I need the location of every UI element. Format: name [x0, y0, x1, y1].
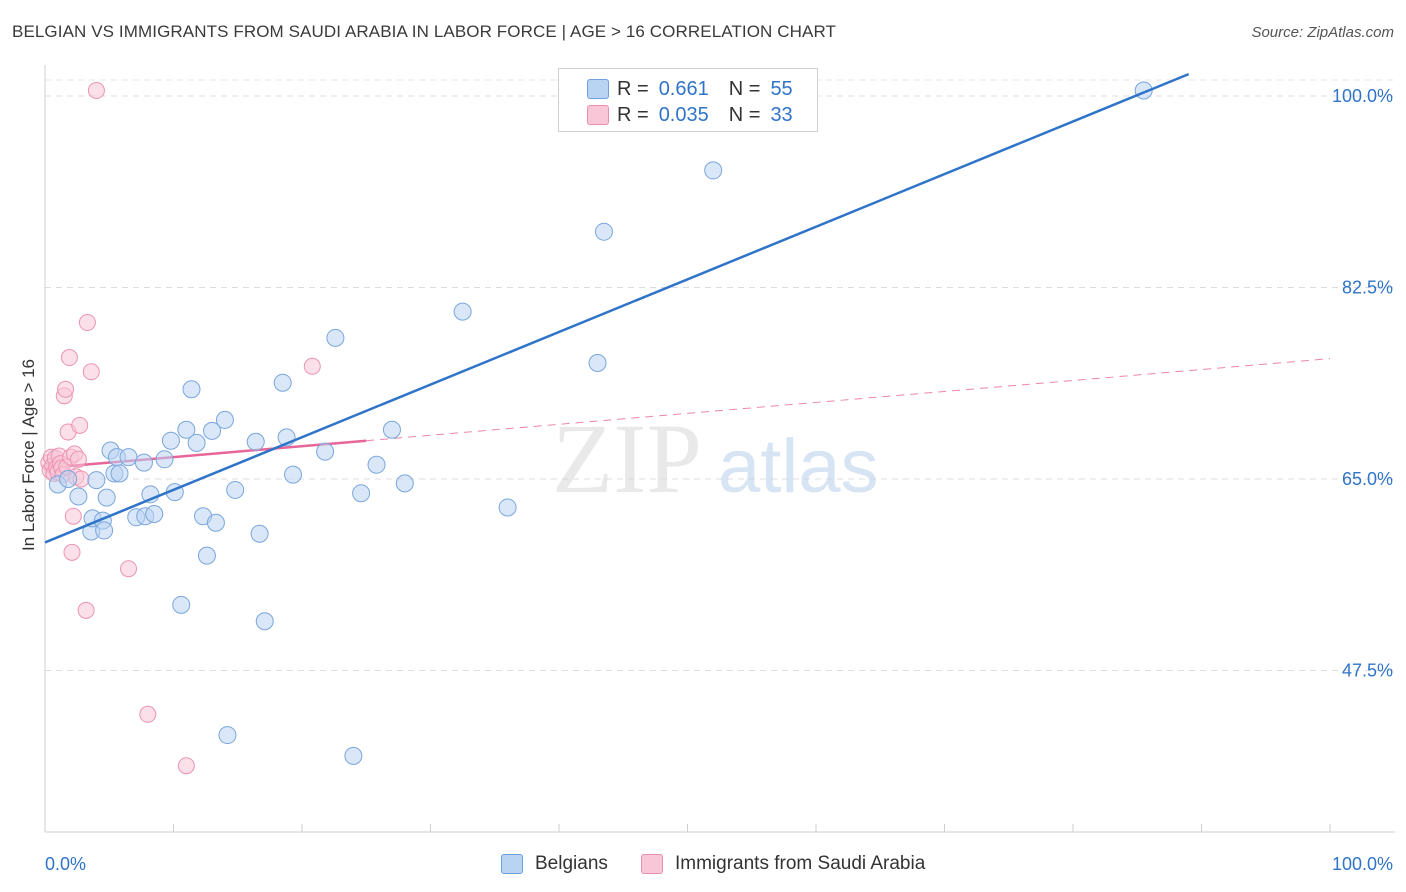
point-belgian: [498, 498, 517, 517]
point-belgian: [215, 410, 234, 429]
watermark-atlas: atlas: [718, 424, 879, 509]
point-belgian: [352, 484, 371, 503]
bottom-legend-label: Immigrants from Saudi Arabia: [675, 853, 926, 874]
point-belgian: [197, 546, 216, 565]
point-saudi: [177, 757, 195, 775]
legend-r-value: 0.035: [658, 103, 709, 126]
legend-r-value: 0.661: [658, 77, 709, 100]
watermark-zip: ZIP: [552, 403, 702, 514]
point-belgian: [367, 455, 386, 474]
point-belgian: [187, 433, 206, 452]
point-belgian: [95, 521, 114, 540]
chart-title: BELGIAN VS IMMIGRANTS FROM SAUDI ARABIA …: [12, 22, 837, 41]
point-belgian: [218, 726, 237, 745]
point-saudi: [82, 363, 100, 381]
point-belgian: [177, 420, 196, 439]
legend-n-label: N =: [728, 103, 761, 126]
y-tick-label: 47.5%: [1342, 661, 1393, 681]
legend-row-saudi: R = 0.035 N = 33: [587, 103, 793, 127]
point-belgian: [206, 513, 225, 532]
point-saudi: [78, 314, 96, 332]
point-belgian: [97, 488, 116, 507]
bottom-legend-swatch-pink: [641, 854, 663, 874]
point-belgian: [284, 465, 303, 484]
bottom-legend-swatch-blue: [501, 854, 523, 874]
point-belgian: [161, 431, 180, 450]
point-belgian: [226, 480, 245, 499]
bottom-legend-belgians: Belgians: [501, 852, 608, 876]
legend-r-label: R =: [617, 77, 649, 100]
point-saudi: [64, 507, 82, 525]
point-saudi: [303, 357, 321, 375]
point-saudi: [57, 380, 75, 398]
point-belgian: [134, 453, 153, 472]
y-axis-label: In Labor Force | Age > 16: [19, 359, 38, 551]
point-belgian: [145, 505, 164, 524]
point-saudi: [87, 82, 105, 100]
point-belgian: [203, 421, 222, 440]
point-belgian: [182, 380, 201, 399]
point-belgian: [69, 487, 88, 506]
point-saudi: [71, 416, 89, 434]
point-saudi: [69, 450, 87, 468]
trend-line-saudi: [44, 439, 367, 470]
legend-row-belgians: R = 0.661 N = 55: [587, 77, 793, 101]
y-tick-label: 65.0%: [1342, 469, 1393, 489]
legend-n-value: 55: [770, 77, 793, 100]
point-saudi: [120, 560, 138, 578]
legend-swatch-blue: [587, 79, 609, 99]
y-tick-label: 82.5%: [1342, 278, 1393, 298]
point-belgian: [110, 464, 129, 483]
point-belgian: [326, 328, 345, 347]
point-belgian: [273, 373, 292, 392]
point-belgian: [316, 442, 335, 461]
legend-swatch-pink: [587, 105, 609, 125]
point-belgian: [155, 450, 174, 469]
point-saudi: [63, 543, 81, 561]
point-belgian: [59, 470, 78, 488]
legend-n-label: N =: [728, 77, 761, 100]
point-belgian: [172, 595, 191, 614]
bottom-legend-label: Belgians: [535, 853, 608, 874]
point-belgian: [382, 420, 401, 439]
bottom-legend-saudi: Immigrants from Saudi Arabia: [641, 852, 925, 876]
trend-line-saudi-extension: [366, 358, 1331, 442]
point-saudi: [77, 601, 95, 619]
point-belgian: [588, 354, 607, 373]
point-belgian: [119, 448, 138, 467]
point-saudi: [60, 349, 78, 367]
y-tick-label: 100.0%: [1332, 86, 1393, 106]
point-belgian: [344, 746, 363, 765]
point-belgian: [87, 471, 106, 490]
point-belgian: [255, 612, 274, 631]
legend-n-value: 33: [770, 103, 793, 126]
x-tick-label: 100.0%: [1332, 854, 1393, 874]
point-belgian: [246, 432, 265, 451]
chart-source: Source: ZipAtlas.com: [1251, 24, 1394, 41]
correlation-legend: R = 0.661 N = 55 R = 0.035 N = 33: [558, 68, 818, 132]
x-tick-label: 0.0%: [45, 854, 86, 874]
point-belgian: [453, 302, 472, 321]
point-belgian: [250, 524, 269, 543]
point-belgian: [594, 222, 613, 241]
legend-r-label: R =: [617, 103, 649, 126]
trend-line-belgians: [44, 72, 1190, 544]
point-belgian: [704, 161, 723, 180]
point-saudi: [139, 705, 157, 723]
point-belgian: [395, 474, 414, 493]
